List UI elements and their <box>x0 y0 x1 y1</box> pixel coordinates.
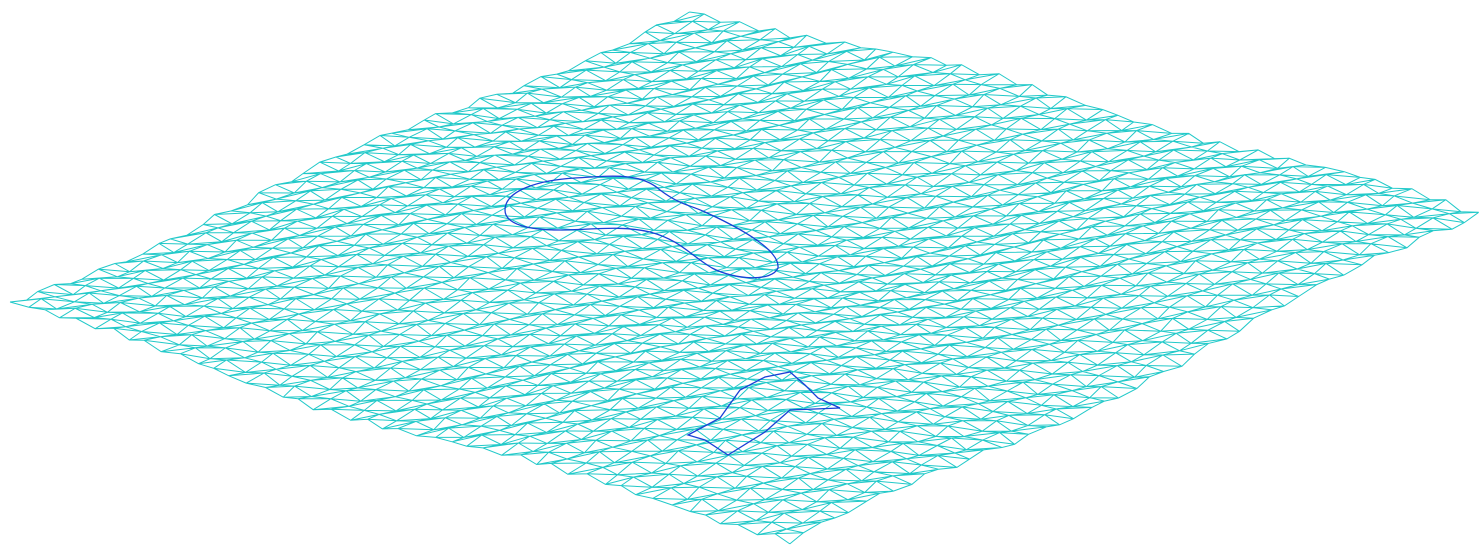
lower-breakline <box>686 371 841 456</box>
mesh-lines <box>9 11 1479 545</box>
terrain-mesh <box>9 11 1479 545</box>
upper-breakline <box>504 175 779 279</box>
